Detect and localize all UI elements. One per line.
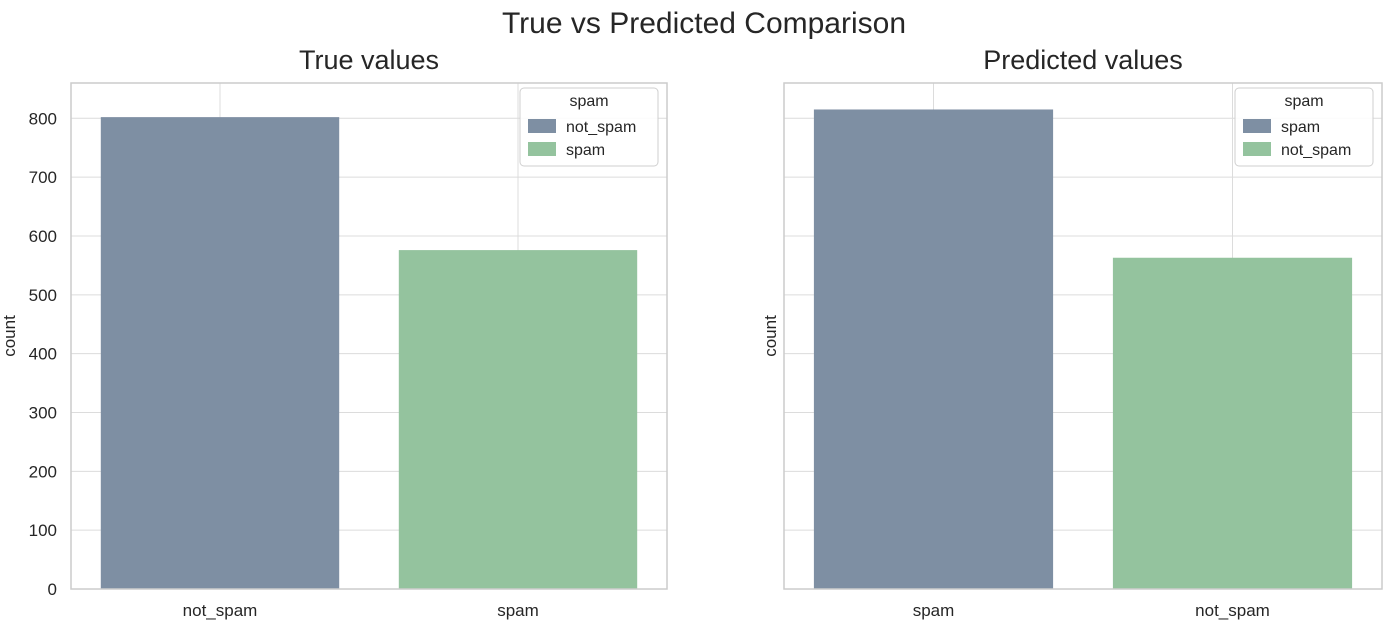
legend-swatch <box>528 119 556 133</box>
legend-title: spam <box>1284 93 1323 110</box>
legend-swatch <box>528 142 556 156</box>
y-axis-label: count <box>0 315 19 357</box>
legend-label: not_spam <box>566 119 636 136</box>
legend-swatch <box>1243 119 1271 133</box>
y-tick-label: 800 <box>29 109 57 128</box>
legend-label: spam <box>566 142 605 159</box>
y-tick-label: 100 <box>29 521 57 540</box>
x-tick-label: spam <box>913 601 955 620</box>
y-tick-label: 300 <box>29 403 57 422</box>
y-tick-label: 0 <box>48 580 57 599</box>
y-tick-label: 600 <box>29 227 57 246</box>
bar-spam <box>398 250 638 590</box>
legend-title: spam <box>569 93 608 110</box>
legend: spam spam not_spam <box>1234 87 1374 167</box>
figure-title: True vs Predicted Comparison <box>502 7 906 40</box>
legend-label: spam <box>1281 119 1320 136</box>
bar-spam <box>813 109 1054 589</box>
legend-swatch <box>1243 142 1271 156</box>
x-tick-label: not_spam <box>183 601 258 620</box>
y-tick-label: 700 <box>29 168 57 187</box>
x-tick-label: not_spam <box>1195 601 1270 620</box>
axes-frame <box>70 82 668 590</box>
bar-not-spam <box>1112 257 1353 589</box>
y-tick-label: 200 <box>29 462 57 481</box>
y-axis-label: count <box>761 315 780 357</box>
y-tick-label: 400 <box>29 345 57 364</box>
x-tick-label: spam <box>497 601 539 620</box>
axes-frame <box>783 82 1383 590</box>
subplot-title: Predicted values <box>983 45 1183 75</box>
y-tick-label: 500 <box>29 286 57 305</box>
legend-label: not_spam <box>1281 142 1351 159</box>
subplot-title: True values <box>299 45 439 75</box>
bar-not-spam <box>100 117 340 589</box>
